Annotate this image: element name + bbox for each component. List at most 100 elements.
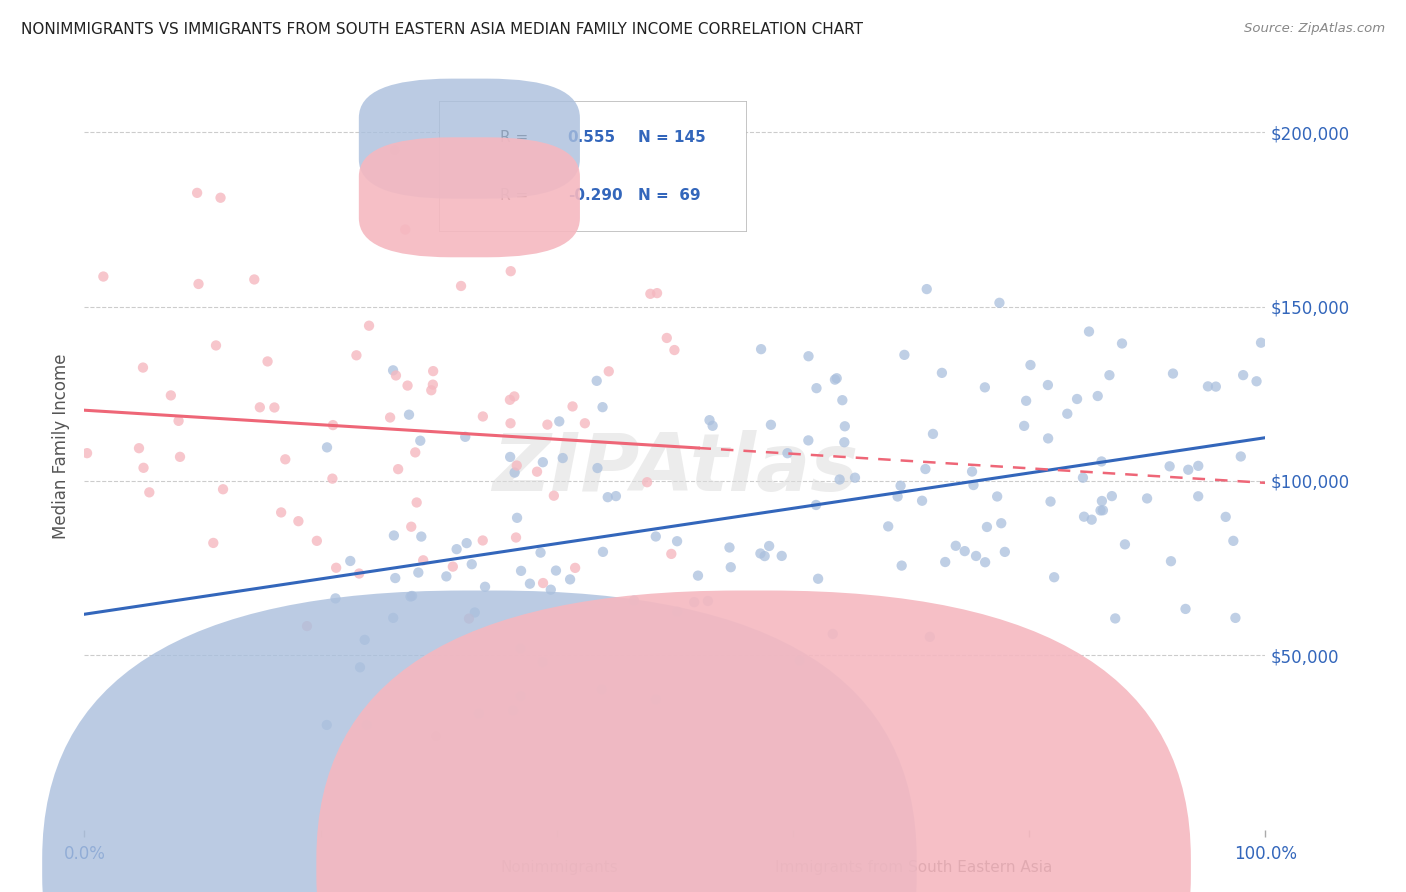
Point [454,430,477,444]
Point [749,546,772,560]
Point [828,473,851,487]
Point [499,264,522,278]
Point [401,589,423,603]
Point [807,572,830,586]
Point [953,544,976,558]
Point [686,568,709,582]
Point [394,222,416,236]
Point [349,660,371,674]
Point [503,466,526,480]
Point [1161,367,1184,381]
Point [509,641,531,656]
Point [471,533,494,548]
Point [666,534,689,549]
Point [474,580,496,594]
Point [749,342,772,356]
Point [1098,368,1121,383]
Point [965,549,987,563]
Point [605,489,627,503]
Point [931,366,953,380]
Point [274,452,297,467]
Point [1159,459,1181,474]
Point [212,482,235,496]
Point [1205,379,1227,393]
Point [915,282,938,296]
Point [974,555,997,569]
Point [441,559,464,574]
Point [132,360,155,375]
Point [503,389,526,403]
Point [699,413,721,427]
Point [187,277,209,291]
Point [461,558,484,572]
Point [797,349,820,363]
Point [382,611,405,625]
Point [1080,513,1102,527]
Point [499,392,522,407]
Point [1056,407,1078,421]
Point [586,461,609,475]
Point [797,434,820,448]
Point [1187,489,1209,503]
Point [585,374,607,388]
Point [558,573,581,587]
Point [636,475,658,490]
Point [834,435,856,450]
Point [1222,533,1244,548]
Point [544,564,567,578]
Point [315,718,337,732]
Point [806,381,828,395]
Point [456,536,478,550]
Point [1073,509,1095,524]
Point [405,495,427,509]
Point [1036,378,1059,392]
Point [645,692,668,706]
Point [758,539,780,553]
Point [831,393,853,408]
Point [464,606,486,620]
Point [502,703,524,717]
Point [128,441,150,455]
Point [655,331,678,345]
Point [325,591,347,606]
Point [167,414,190,428]
Point [506,511,529,525]
Point [398,408,420,422]
Point [960,465,983,479]
Point [408,566,430,580]
Point [1160,554,1182,568]
Point [683,595,706,609]
Point [770,549,793,563]
Point [825,371,848,385]
Point [316,441,339,455]
Point [574,417,596,431]
Point [561,400,583,414]
Point [186,186,208,200]
Point [160,388,183,402]
Point [411,530,433,544]
Point [468,706,491,721]
Point [548,414,571,428]
Point [1091,503,1114,517]
Point [1114,537,1136,551]
Point [945,539,967,553]
Point [499,417,522,431]
Point [1232,368,1254,383]
Point [720,560,742,574]
Point [1078,325,1101,339]
Point [399,590,422,604]
Point [471,409,494,424]
Point [506,458,529,473]
Point [382,363,405,377]
Point [1177,463,1199,477]
Point [1246,374,1268,388]
Point [886,490,908,504]
Text: Immigrants from South Eastern Asia: Immigrants from South Eastern Asia [775,860,1052,874]
Point [458,612,481,626]
Point [702,418,724,433]
Point [976,520,998,534]
Point [918,630,941,644]
Point [666,605,689,619]
Point [353,632,375,647]
Point [263,401,285,415]
